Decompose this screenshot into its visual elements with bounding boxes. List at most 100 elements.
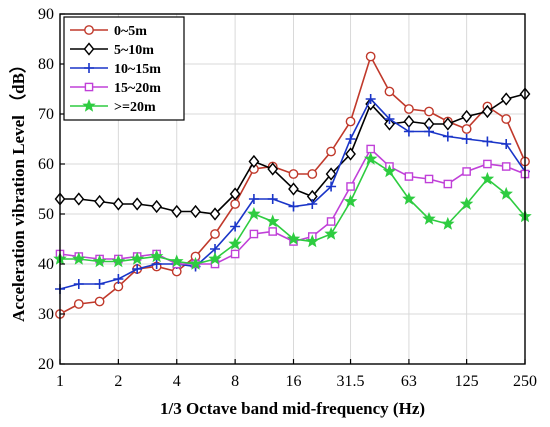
data-point	[441, 216, 455, 230]
legend-label: 15~20m	[114, 81, 161, 96]
x-tick-label: 63	[401, 373, 417, 390]
data-point	[188, 256, 203, 270]
data-point	[326, 181, 337, 192]
legend-item: >=20m	[70, 98, 156, 115]
data-point	[424, 106, 434, 117]
data-point	[73, 299, 84, 309]
data-point	[92, 254, 107, 268]
data-point	[84, 25, 94, 35]
data-point	[404, 172, 414, 181]
y-tick-label: 60	[38, 156, 54, 173]
data-point	[326, 217, 336, 226]
data-point	[501, 139, 512, 149]
series-2	[55, 94, 530, 294]
x-tick-label: 8	[231, 373, 239, 390]
data-point	[265, 214, 280, 228]
data-point	[345, 116, 356, 127]
data-point	[132, 264, 143, 274]
y-axis-title: Acceleration vibration Level （dB）	[8, 56, 28, 322]
legend-label: 10~15m	[114, 62, 161, 77]
data-point	[404, 104, 414, 114]
data-point	[459, 196, 474, 210]
data-point	[482, 136, 493, 147]
data-point	[267, 162, 279, 176]
legend: 0~5m 5~10m 10~15m 15~20m >=20m	[63, 16, 185, 121]
data-point	[82, 98, 96, 112]
y-tick-label: 80	[38, 56, 54, 73]
axis-ticks: 20 30 40 50 60 70 80 90 1 2 4 8 16 31.5 63 125 250	[38, 6, 537, 390]
data-point	[461, 124, 472, 134]
data-point	[286, 231, 301, 245]
data-point	[130, 251, 144, 265]
data-point	[324, 226, 338, 240]
x-tick-label: 250	[513, 373, 537, 390]
data-point	[171, 204, 183, 219]
data-point	[480, 171, 495, 185]
data-point	[151, 199, 163, 214]
data-point	[83, 42, 95, 56]
data-point	[151, 259, 162, 269]
x-tick-label: 31.5	[337, 373, 365, 390]
data-point	[249, 229, 259, 239]
legend-label: 0~5m	[114, 24, 147, 39]
data-point	[482, 104, 493, 119]
data-point	[343, 194, 358, 208]
data-point	[443, 179, 453, 189]
series-0	[55, 51, 530, 319]
data-point	[248, 154, 260, 169]
data-point	[230, 249, 240, 259]
legend-label: 5~10m	[114, 43, 154, 58]
data-point	[230, 199, 241, 209]
data-point	[501, 114, 512, 124]
data-point	[84, 63, 94, 73]
data-point	[424, 174, 434, 184]
data-point	[190, 204, 201, 219]
data-point	[363, 151, 378, 165]
y-tick-label: 70	[38, 106, 54, 123]
data-point	[111, 254, 126, 268]
data-point	[84, 82, 94, 92]
data-point	[307, 169, 318, 179]
data-point	[424, 126, 435, 137]
data-point	[382, 164, 397, 178]
data-point	[209, 207, 221, 221]
y-tick-label: 50	[38, 206, 54, 223]
x-tick-label: 1	[56, 373, 64, 390]
data-point	[483, 159, 492, 169]
data-point	[402, 191, 416, 205]
data-point	[403, 126, 414, 137]
data-point	[366, 144, 375, 154]
data-point	[112, 197, 124, 211]
y-tick-label: 90	[38, 6, 54, 23]
y-tick-label: 30	[38, 306, 54, 323]
x-tick-label: 4	[173, 373, 181, 390]
data-point	[94, 194, 105, 209]
data-point	[113, 274, 124, 284]
data-point	[461, 109, 473, 124]
data-point	[288, 169, 299, 179]
data-point	[403, 114, 415, 129]
data-point	[208, 251, 222, 265]
data-point	[73, 279, 84, 289]
legend-item: 10~15m	[70, 62, 161, 77]
data-point	[501, 162, 511, 171]
legend-item: 5~10m	[70, 42, 154, 58]
data-point	[442, 131, 453, 142]
x-tick-label: 125	[455, 373, 479, 390]
data-point	[461, 134, 472, 144]
y-tick-label: 20	[38, 356, 54, 373]
data-point	[94, 296, 105, 307]
data-point	[247, 206, 261, 220]
data-point	[345, 147, 356, 161]
data-point	[307, 199, 318, 209]
data-point	[422, 211, 436, 225]
data-point	[499, 186, 513, 200]
data-point	[442, 117, 454, 131]
data-point	[500, 92, 512, 106]
data-point	[94, 279, 105, 289]
data-point	[268, 227, 278, 236]
series-1	[54, 87, 531, 221]
data-point	[149, 249, 164, 263]
data-point	[384, 86, 395, 97]
